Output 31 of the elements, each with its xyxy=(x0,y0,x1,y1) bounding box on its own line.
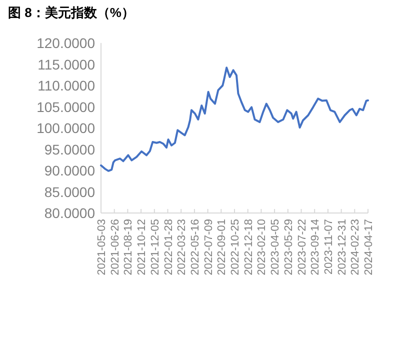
x-tick-label: 2022-12-18 xyxy=(242,219,255,276)
x-tick-label: 2022-10-25 xyxy=(230,219,242,276)
x-tick-label: 2023-07-22 xyxy=(296,219,308,276)
y-tick-label: 110.0000 xyxy=(38,78,96,94)
y-tick-label: 95.0000 xyxy=(44,141,96,158)
y-tick-label: 105.0000 xyxy=(36,98,96,115)
y-tick-label: 115.0000 xyxy=(38,56,96,72)
chart-title: 图 8：美元指数（%） xyxy=(8,5,134,20)
x-tick-label: 2021-08-19 xyxy=(122,219,135,276)
y-tick-label: 90.0000 xyxy=(44,162,96,178)
x-tick-label: 2023-02-10 xyxy=(256,219,268,276)
y-tick-label: 85.0000 xyxy=(44,184,96,200)
y-tick-label: 80.0000 xyxy=(44,205,96,221)
x-tick-label: 2024-04-17 xyxy=(363,219,375,276)
x-tick-label: 2022-09-01 xyxy=(216,219,228,276)
x-tick-label: 2022-03-23 xyxy=(176,219,188,276)
y-tick-label: 120.0000 xyxy=(36,35,96,51)
x-tick-label: 2023-09-14 xyxy=(310,219,322,276)
x-tick-label: 2022-05-16 xyxy=(189,219,202,276)
x-tick-label: 2023-11-07 xyxy=(322,219,335,274)
x-tick-label: 2023-05-29 xyxy=(282,219,295,276)
x-tick-label: 2023-12-31 xyxy=(336,219,348,276)
x-tick-label: 2021-05-03 xyxy=(96,219,108,276)
x-tick-label: 2022-01-28 xyxy=(162,219,175,276)
x-tick-label: 2021-10-12 xyxy=(136,219,148,276)
x-tick-label: 2022-07-09 xyxy=(202,219,215,276)
x-tick-label: 2024-02-23 xyxy=(350,219,362,276)
x-tick-label: 2023-04-05 xyxy=(270,219,282,276)
y-tick-label: 100.0000 xyxy=(36,120,96,136)
x-tick-label: 2021-12-05 xyxy=(149,219,162,276)
x-tick-label: 2021-06-26 xyxy=(109,219,122,276)
